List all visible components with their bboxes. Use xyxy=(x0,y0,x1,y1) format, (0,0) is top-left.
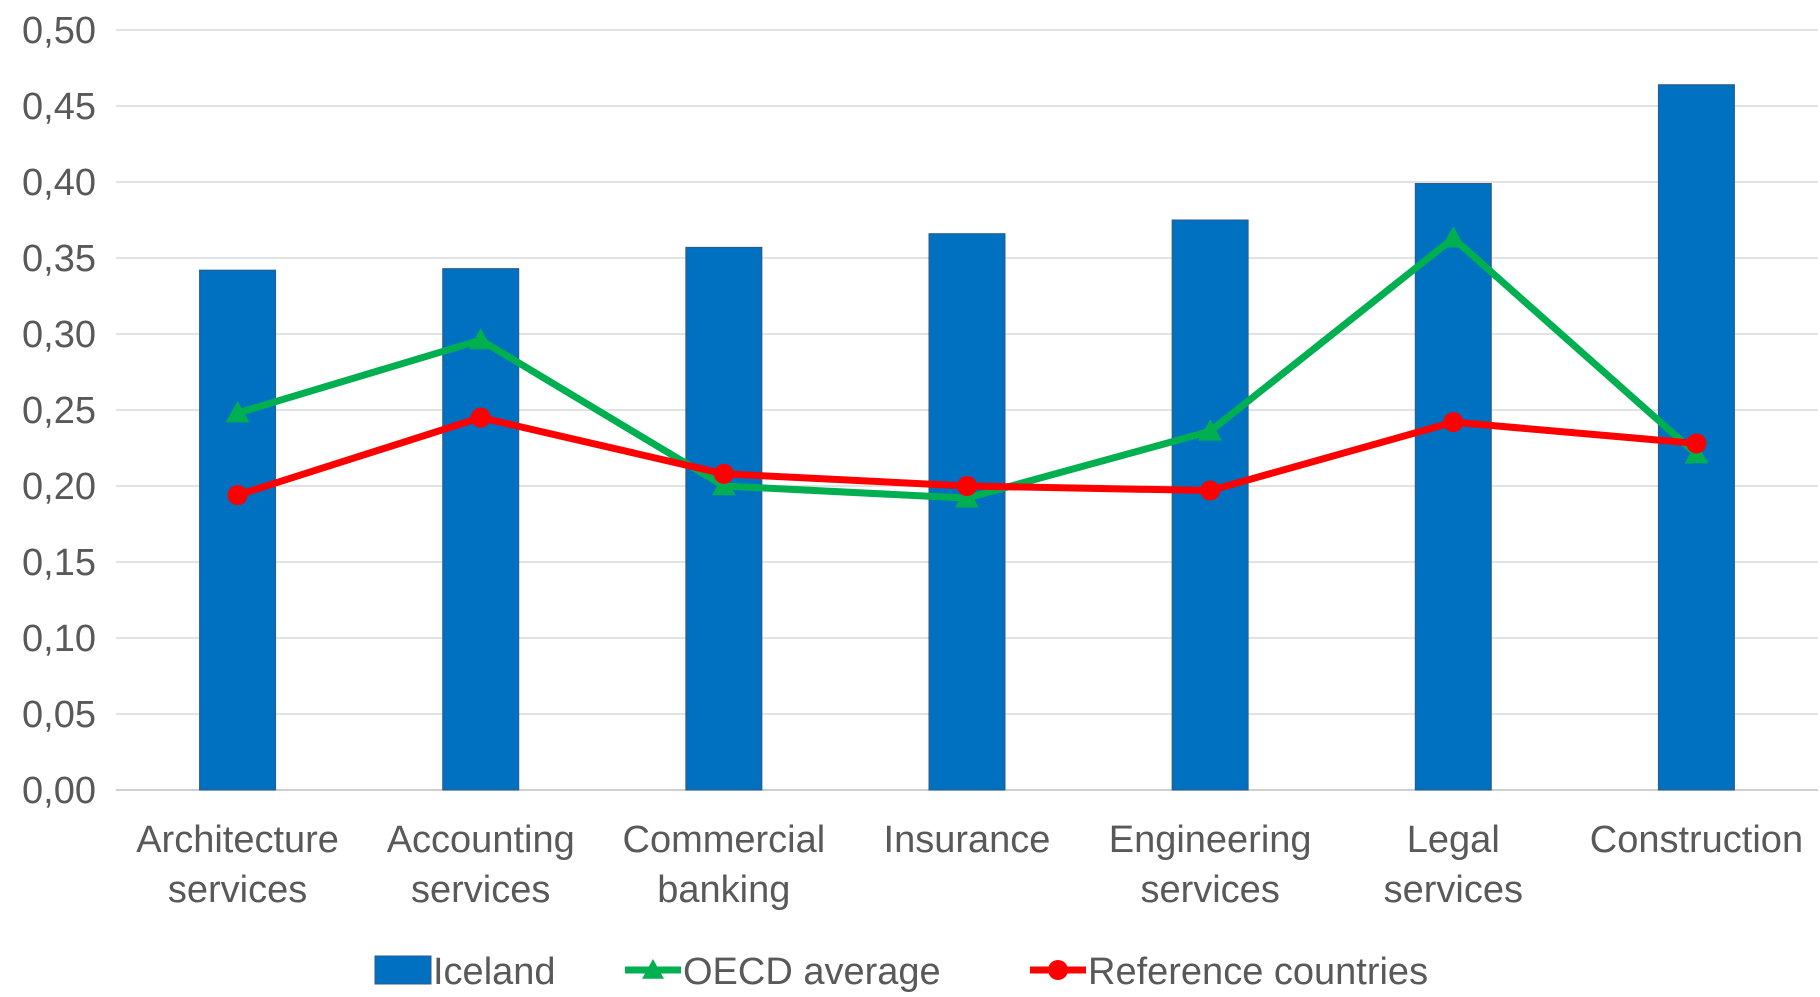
marker-reference-countries xyxy=(713,463,734,484)
x-category-label: services xyxy=(1384,869,1523,911)
y-tick-label: 0,40 xyxy=(22,162,96,204)
x-category-label: services xyxy=(411,869,550,911)
legend-label-iceland: Iceland xyxy=(433,951,556,992)
legend-label-oecd-average: OECD average xyxy=(683,951,941,992)
y-tick-label: 0,25 xyxy=(22,390,96,432)
bar-iceland xyxy=(685,246,763,791)
marker-reference-countries xyxy=(1443,412,1464,433)
y-tick-label: 0,50 xyxy=(22,10,96,52)
x-category-label: Legal xyxy=(1407,819,1500,861)
legend-swatch-iceland xyxy=(374,955,432,985)
bar-iceland xyxy=(1171,219,1249,791)
y-tick-label: 0,15 xyxy=(22,542,96,584)
legend: Iceland OECD average Reference countries xyxy=(374,951,1428,993)
marker-reference-countries xyxy=(1686,433,1707,454)
x-category-label: Engineering xyxy=(1109,819,1312,861)
y-tick-label: 0,30 xyxy=(22,314,96,356)
x-category-label: Insurance xyxy=(884,819,1051,861)
x-category-label: services xyxy=(168,869,307,911)
marker-oecd-average xyxy=(1441,226,1466,248)
y-tick-label: 0,00 xyxy=(22,770,96,812)
legend-marker-reference-countries xyxy=(1048,960,1068,980)
bar-iceland xyxy=(199,269,277,791)
x-category-label: Commercial xyxy=(623,819,826,861)
y-tick-label: 0,10 xyxy=(22,618,96,660)
marker-oecd-average xyxy=(468,328,493,350)
y-tick-label: 0,20 xyxy=(22,466,96,508)
x-category-label: Architecture xyxy=(136,819,339,861)
x-category-label: Construction xyxy=(1590,819,1803,861)
marker-oecd-average xyxy=(1198,419,1222,441)
line-series xyxy=(225,226,1709,508)
marker-reference-countries xyxy=(957,476,977,496)
x-axis-labels: Architecture services Accounting services Co… xyxy=(136,819,1803,911)
y-tick-label: 0,35 xyxy=(22,238,96,280)
x-category-label: banking xyxy=(657,869,790,911)
y-axis-ticks: 0,00 0,05 0,10 0,15 0,20 0,25 0,30 0,35 0,40 0,45… xyxy=(22,10,96,812)
marker-reference-countries xyxy=(227,485,248,506)
marker-reference-countries xyxy=(470,407,491,428)
marker-reference-countries xyxy=(1200,480,1221,501)
marker-oecd-average xyxy=(712,473,736,496)
legend-label-reference-countries: Reference countries xyxy=(1088,951,1428,992)
x-category-label: services xyxy=(1140,869,1279,911)
marker-oecd-average xyxy=(955,486,979,508)
legend-marker-oecd-average xyxy=(642,959,664,979)
y-tick-label: 0,05 xyxy=(22,694,96,736)
y-tick-label: 0,45 xyxy=(22,86,96,128)
bar-iceland xyxy=(1414,183,1492,791)
bar-iceland xyxy=(928,233,1006,791)
x-category-label: Accounting xyxy=(387,819,575,861)
marker-oecd-average xyxy=(225,401,250,423)
